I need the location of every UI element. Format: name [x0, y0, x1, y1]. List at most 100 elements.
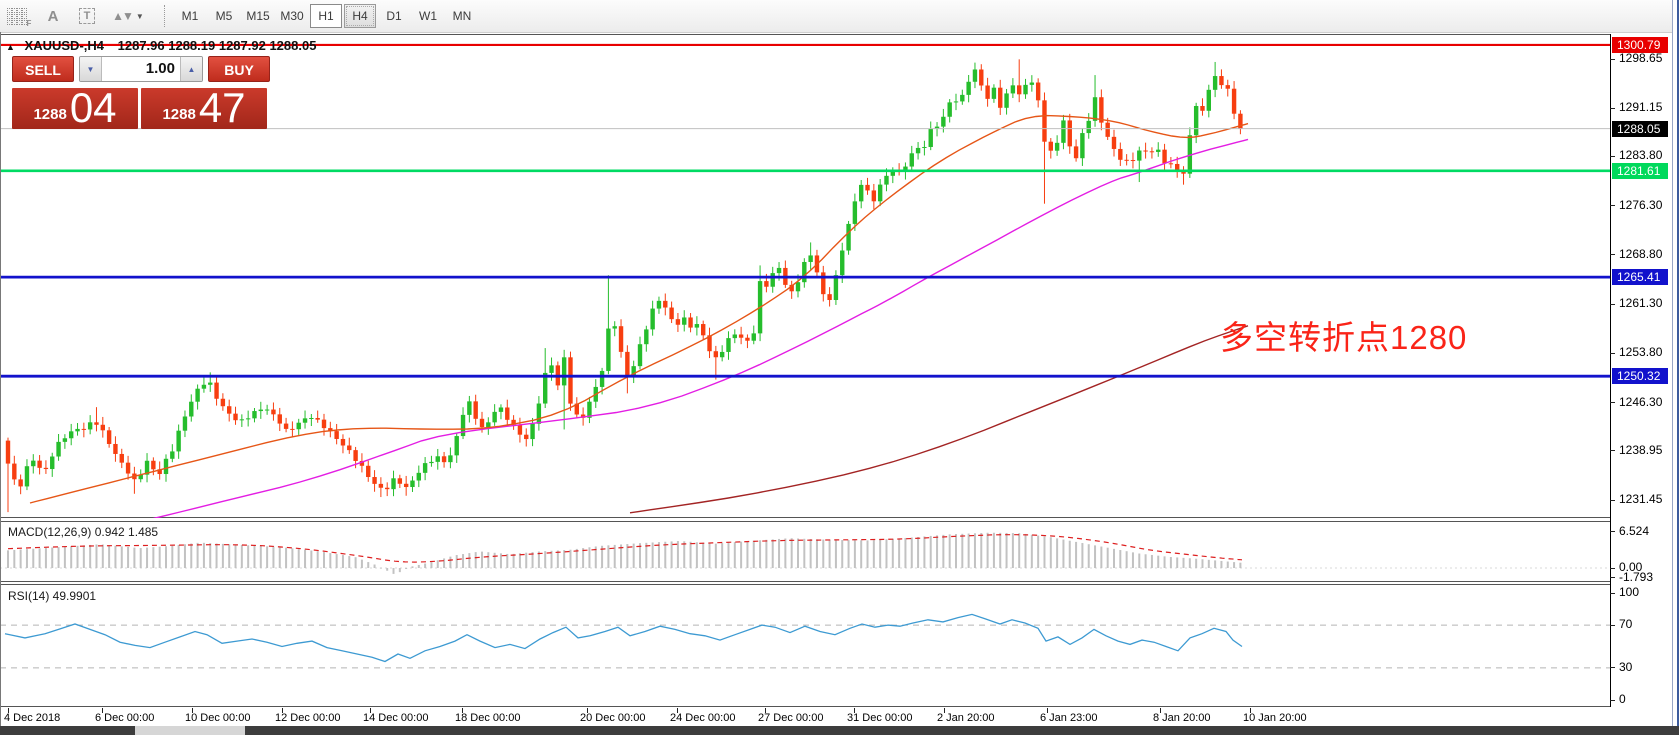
rsi-tick-label: 0: [1619, 692, 1626, 706]
chart-title: ▲ XAUUSD-,H4 1287.96 1288.19 1287.92 128…: [6, 38, 316, 53]
rsi-line: [4, 613, 1243, 663]
time-tick-mark: [587, 708, 588, 713]
fast-ma-line: [29, 114, 1249, 504]
time-tick-mark: [462, 708, 463, 713]
spinner-up-icon: ▲: [187, 64, 196, 74]
rsi-tick-mark: [1610, 624, 1615, 626]
chevron-down-icon: ▼: [135, 11, 144, 21]
time-tick-mark: [854, 708, 855, 713]
time-tick-label: 18 Dec 00:00: [455, 712, 521, 724]
chart-text-annotation[interactable]: 多空转折点1280: [1220, 319, 1468, 356]
letter-a-tool-icon[interactable]: A: [47, 7, 59, 25]
price-tick-mark: [1610, 205, 1615, 207]
timeframe-bar: M1 M5 M15 M30 H1 H4 D1 W1 MN: [173, 4, 479, 28]
time-tick-label: 24 Dec 00:00: [670, 712, 736, 724]
rsi-tick-mark: [1610, 592, 1615, 594]
volume-decrease-button[interactable]: ▼: [80, 57, 102, 81]
price-tick-label: 1231.45: [1619, 492, 1663, 506]
price-badge-1265.41: 1265.41: [1612, 269, 1668, 286]
time-tick-mark: [765, 708, 766, 713]
sell-button[interactable]: SELL: [12, 56, 74, 82]
price-badge-1281.61: 1281.61: [1612, 162, 1668, 179]
time-tick-label: 6 Jan 23:00: [1040, 712, 1098, 724]
time-tick-label: 27 Dec 00:00: [758, 712, 824, 724]
time-tick-label: 31 Dec 00:00: [847, 712, 913, 724]
volume-input[interactable]: 1.00: [145, 60, 175, 77]
timeframe-button-h1[interactable]: H1: [310, 4, 342, 28]
macd-tick-mark: [1610, 531, 1615, 533]
horizontal-scrollbar-gap: [135, 726, 245, 735]
time-tick-label: 4 Dec 2018: [4, 712, 61, 724]
time-tick-mark: [282, 708, 283, 713]
time-tick-label: 12 Dec 00:00: [275, 712, 341, 724]
time-tick-mark: [1047, 708, 1048, 713]
timeframe-button-m30[interactable]: M30: [280, 9, 304, 23]
text-tool-icon[interactable]: T: [72, 4, 102, 28]
timeframe-button-w1[interactable]: W1: [419, 9, 437, 23]
time-tick-label: 6 Dec 00:00: [95, 712, 155, 724]
horizontal-scrollbar[interactable]: [0, 726, 1679, 735]
time-tick-label: 2 Jan 20:00: [937, 712, 995, 724]
arrow-objects-icon[interactable]: ▲▼ ▼: [112, 9, 144, 23]
price-tick-mark: [1610, 402, 1615, 404]
timeframe-button-m5[interactable]: M5: [215, 9, 233, 23]
price-badge-1288.05: 1288.05: [1612, 120, 1668, 137]
price-tick-mark: [1610, 352, 1615, 354]
sell-price-big-figure: 1288: [33, 106, 67, 123]
timeframe-button-m1[interactable]: M1: [181, 9, 199, 23]
sell-price-display[interactable]: 1288 04: [12, 87, 138, 129]
timeframe-button-d1[interactable]: D1: [386, 9, 402, 23]
price-tick-label: 1261.30: [1619, 296, 1663, 311]
price-tick-mark: [1610, 107, 1615, 109]
macd-tick-mark: [1610, 577, 1615, 579]
buy-price-display[interactable]: 1288 47: [141, 87, 267, 129]
toolbar: F A T ▲▼ ▼ M1 M5 M15 M30 H1 H4 D1 W1 MN: [0, 0, 1679, 33]
rsi-tick-mark: [1610, 667, 1615, 669]
time-tick-mark: [8, 708, 9, 713]
tile-windows-f-icon[interactable]: F: [4, 4, 34, 28]
timeframe-button-mn[interactable]: MN: [452, 9, 472, 23]
volume-stepper: ▼ 1.00 ▲: [79, 56, 203, 82]
timeframe-button-m15[interactable]: M15: [246, 9, 270, 23]
time-tick-mark: [677, 708, 678, 713]
macd-pane-canvas[interactable]: [0, 520, 1610, 584]
time-tick-mark: [102, 708, 103, 713]
time-tick-label: 8 Jan 20:00: [1153, 712, 1211, 724]
timeframe-button-h4[interactable]: H4: [344, 4, 376, 28]
main-chart-canvas[interactable]: [0, 34, 1610, 518]
macd-histogram: [7, 532, 1242, 574]
volume-increase-button[interactable]: ▲: [180, 57, 202, 81]
window-right-border: [1672, 0, 1679, 735]
rsi-indicator-label: RSI(14) 49.9901: [8, 589, 97, 603]
toolbar-separator: [164, 5, 165, 27]
one-click-trading-panel: SELL ▼ 1.00 ▲ BUY 1288 04 1288 47: [12, 56, 270, 129]
slow-ma-line: [629, 325, 1249, 514]
macd-tick-label: -1.793: [1619, 569, 1654, 584]
chart-symbol: XAUUSD-,H4: [24, 38, 105, 53]
time-tick-label: 10 Dec 00:00: [185, 712, 251, 724]
price-tick-label: 1268.80: [1619, 246, 1663, 261]
rsi-pane-canvas[interactable]: [0, 584, 1610, 708]
price-tick-label: 1238.95: [1619, 442, 1663, 457]
chart-ohlc-quotes: 1287.96 1288.19 1287.92 1288.05: [117, 38, 317, 53]
price-tick-mark: [1610, 254, 1615, 256]
buy-price-big-figure: 1288: [162, 106, 196, 123]
price-tick-mark: [1610, 450, 1615, 452]
time-tick-mark: [944, 708, 945, 713]
price-badge-1250.32: 1250.32: [1612, 368, 1668, 385]
price-tick-label: 1276.30: [1619, 197, 1663, 212]
price-badge-1300.79: 1300.79: [1612, 36, 1668, 53]
price-tick-mark: [1610, 499, 1615, 501]
macd-tick-mark: [1610, 567, 1615, 569]
collapse-panel-icon[interactable]: ▲: [6, 42, 15, 52]
time-tick-label: 14 Dec 00:00: [363, 712, 429, 724]
price-tick-mark: [1610, 58, 1615, 60]
price-tick-label: 1298.65: [1619, 51, 1663, 65]
macd-tick-label: 6.524: [1619, 523, 1650, 538]
time-tick-mark: [1160, 708, 1161, 713]
time-tick-label: 20 Dec 00:00: [580, 712, 646, 724]
spinner-down-icon: ▼: [86, 64, 95, 74]
time-tick-mark: [192, 708, 193, 713]
buy-button[interactable]: BUY: [208, 56, 270, 82]
rsi-tick-label: 30: [1619, 659, 1633, 674]
